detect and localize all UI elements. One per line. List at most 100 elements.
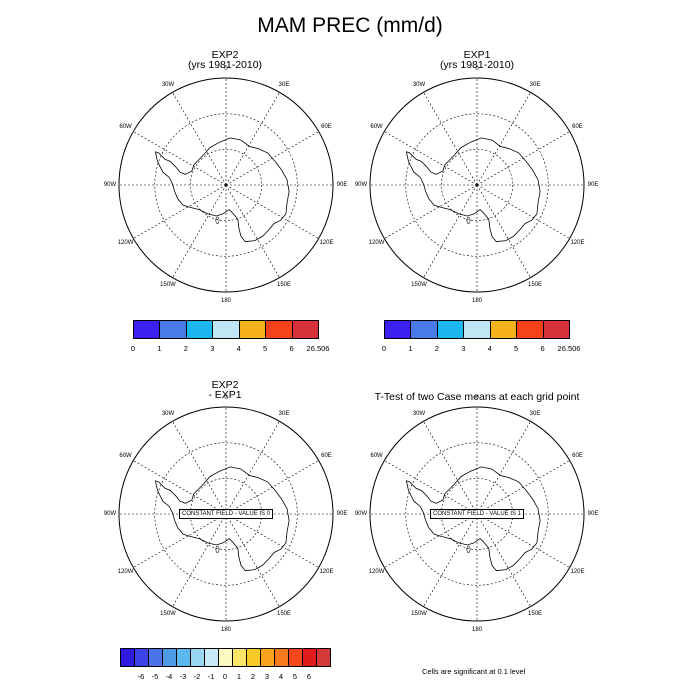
- colorbar-swatch: [316, 648, 331, 667]
- colorbar-tick-label: 5: [263, 344, 268, 353]
- meridian-line: [476, 184, 531, 278]
- colorbar-tick-label: 3: [210, 344, 215, 353]
- longitude-label: 150W: [160, 611, 176, 618]
- meridian-line: [133, 460, 227, 515]
- longitude-label: 180: [471, 627, 483, 633]
- longitude-label: 120E: [570, 240, 585, 246]
- longitude-label: 180: [471, 298, 483, 304]
- latitude-circle: [441, 149, 513, 221]
- colorbar-swatch: [218, 648, 233, 667]
- longitude-label: 150W: [160, 282, 176, 289]
- panel-1-title-line1: EXP2: [211, 49, 239, 61]
- longitude-label: 90E: [336, 511, 348, 517]
- colorbar-tick-label: 0: [381, 344, 387, 353]
- colorbar-tick-label: 1: [408, 344, 413, 353]
- meridian-line: [133, 184, 227, 239]
- longitude-label: 60E: [572, 453, 583, 459]
- antarctica-coastline: [405, 466, 541, 572]
- meridian-line: [384, 131, 478, 186]
- map-boundary-circle: [118, 406, 334, 622]
- panel-1-title-line2: (yrs 1981-2010): [187, 59, 263, 71]
- colorbar-swatch: [384, 320, 412, 339]
- colorbar-tick-label: 5: [292, 672, 298, 681]
- longitude-label: 60W: [370, 124, 383, 130]
- constant-field-label-diff: CONSTANT FIELD - VALUE IS 0: [178, 509, 274, 519]
- longitude-label: 60E: [572, 124, 583, 130]
- meridian-line: [225, 184, 319, 239]
- colorbar-tick-label: -2: [193, 672, 201, 681]
- longitude-label: 120E: [570, 569, 585, 575]
- colorbar-swatch: [159, 320, 187, 339]
- colorbar-swatch: [162, 648, 177, 667]
- colorbar-swatch: [212, 320, 240, 339]
- colorbar-tick-label: 4: [278, 672, 284, 681]
- antarctica-coastline: [405, 137, 541, 243]
- colorbar-tick-label: -4: [165, 672, 173, 681]
- colorbar-tick-label: -5: [151, 672, 159, 681]
- longitude-label: 150W: [411, 282, 427, 289]
- longitude-label: 30W: [161, 410, 175, 417]
- longitude-label: 90E: [336, 182, 348, 188]
- colorbar-tick-label: 0: [130, 344, 136, 353]
- panel-4-title: T-Test of two Case means at each grid po…: [374, 391, 580, 403]
- longitude-label: 120W: [368, 569, 385, 575]
- longitude-label: 60E: [321, 453, 332, 459]
- longitude-label: 90E: [587, 182, 599, 188]
- colorbar-swatch: [185, 320, 214, 339]
- colorbar-swatch: [291, 320, 319, 339]
- colorbar-swatch: [134, 648, 149, 667]
- latitude-circle: [405, 113, 549, 257]
- longitude-label: 30W: [412, 410, 426, 417]
- longitude-label: 0: [475, 395, 479, 401]
- colorbar-tick-label: -1: [207, 672, 215, 681]
- longitude-label: 90W: [103, 182, 117, 188]
- longitude-label: 30W: [161, 81, 175, 88]
- longitude-label: 120W: [368, 240, 385, 246]
- panel-3-title: EXP2 - EXP1: [150, 379, 300, 401]
- colorbar-swatch: [436, 320, 465, 339]
- colorbar-swatch: [410, 320, 438, 339]
- colorbar-tick-label: 2: [434, 344, 439, 353]
- meridian-line: [423, 513, 478, 607]
- colorbar-swatch: [265, 320, 293, 339]
- longitude-label: 120W: [117, 240, 134, 246]
- longitude-label: 180: [220, 627, 232, 633]
- colorbar-tick-label: 4: [236, 344, 241, 353]
- colorbar-tick-label: 2: [250, 672, 256, 681]
- colorbar-tick-label: 1: [236, 672, 242, 681]
- colorbar-swatch: [148, 648, 163, 667]
- longitude-label: 90W: [103, 511, 117, 517]
- meridian-line: [384, 460, 478, 515]
- panel-3-title-line2: - EXP1: [208, 389, 242, 401]
- colorbar-swatch: [516, 320, 544, 339]
- colorbar-tick-label: 3: [264, 672, 270, 681]
- colorbar-tick-label: 2: [183, 344, 188, 353]
- colorbar-swatch: [120, 648, 135, 667]
- panel-2-title-line2: (yrs 1981-2010): [439, 59, 515, 71]
- meridian-line: [225, 184, 280, 278]
- longitude-label: 150E: [276, 282, 292, 289]
- colorbar-tick-label: 1: [157, 344, 162, 353]
- colorbar-tick-label: 6: [306, 672, 312, 681]
- longitude-label: 0: [475, 66, 479, 72]
- longitude-label: 120E: [319, 569, 334, 575]
- meridian-line: [172, 92, 227, 186]
- longitude-label: 60E: [321, 124, 332, 130]
- map-boundary-circle: [369, 406, 585, 622]
- colorbar-swatch: [489, 320, 518, 339]
- meridian-line: [423, 421, 478, 515]
- longitude-label: 60W: [119, 453, 132, 459]
- longitude-label: 90E: [587, 511, 599, 517]
- colorbar-swatch: [232, 648, 247, 667]
- meridian-line: [133, 131, 227, 186]
- antarctica-coastline: [154, 466, 290, 572]
- colorbar-swatch: [190, 648, 205, 667]
- panel-3-title-line1: EXP2: [211, 379, 239, 391]
- constant-field-label-ttest: CONSTANT FIELD - VALUE IS 1: [429, 509, 525, 519]
- latitude-circle: [154, 442, 298, 586]
- longitude-label: 60W: [370, 453, 383, 459]
- colorbar-swatch: [463, 320, 491, 339]
